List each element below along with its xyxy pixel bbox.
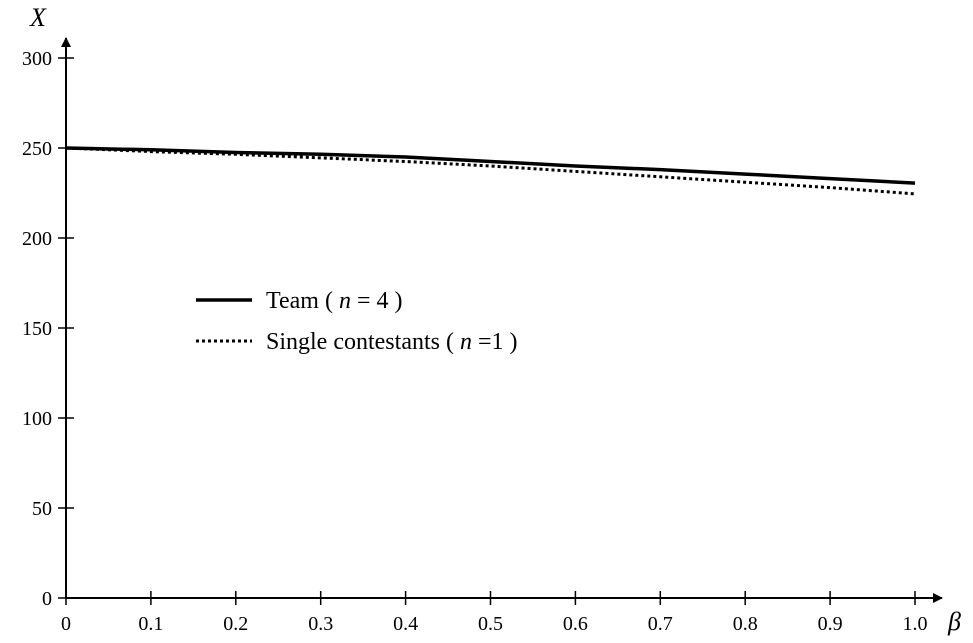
y-tick-label: 0 (42, 588, 52, 610)
x-tick-label: 0.6 (563, 613, 588, 635)
y-axis-label: X (29, 3, 47, 32)
legend-label-team: Team ( n = 4 ) (266, 288, 402, 314)
y-tick-label: 50 (32, 498, 52, 520)
y-tick-label: 150 (22, 318, 52, 340)
y-tick-label: 250 (22, 138, 52, 160)
x-tick-label: 0.9 (818, 613, 843, 635)
ticks: 0 0.1 0.2 0.3 0.4 0.5 0.6 0.7 0.8 0.9 1.0 0 50 100 150… (22, 48, 928, 635)
x-tick-label: 0.7 (648, 613, 673, 635)
x-tick-label: 0.8 (733, 613, 758, 635)
legend: Team ( n = 4 ) Single contestants ( n =1 … (196, 288, 518, 355)
y-tick-label: 100 (22, 408, 52, 430)
x-tick-label: 0.1 (138, 613, 163, 635)
x-tick-label: 0 (61, 613, 71, 635)
legend-label-single: Single contestants ( n =1 ) (266, 329, 518, 355)
x-tick-label: 0.5 (478, 613, 503, 635)
series-line-single (65, 146, 916, 196)
x-tick-label: 0.3 (308, 613, 333, 635)
x-axis-label: β (947, 607, 961, 636)
x-tick-label: 1.0 (903, 613, 928, 635)
y-tick-label: 300 (22, 48, 52, 70)
x-tick-label: 0.4 (393, 613, 418, 635)
axes: X β (29, 3, 961, 636)
series (65, 146, 916, 196)
x-tick-label: 0.2 (223, 613, 248, 635)
y-tick-label: 200 (22, 228, 52, 250)
series-line-team (65, 146, 916, 185)
